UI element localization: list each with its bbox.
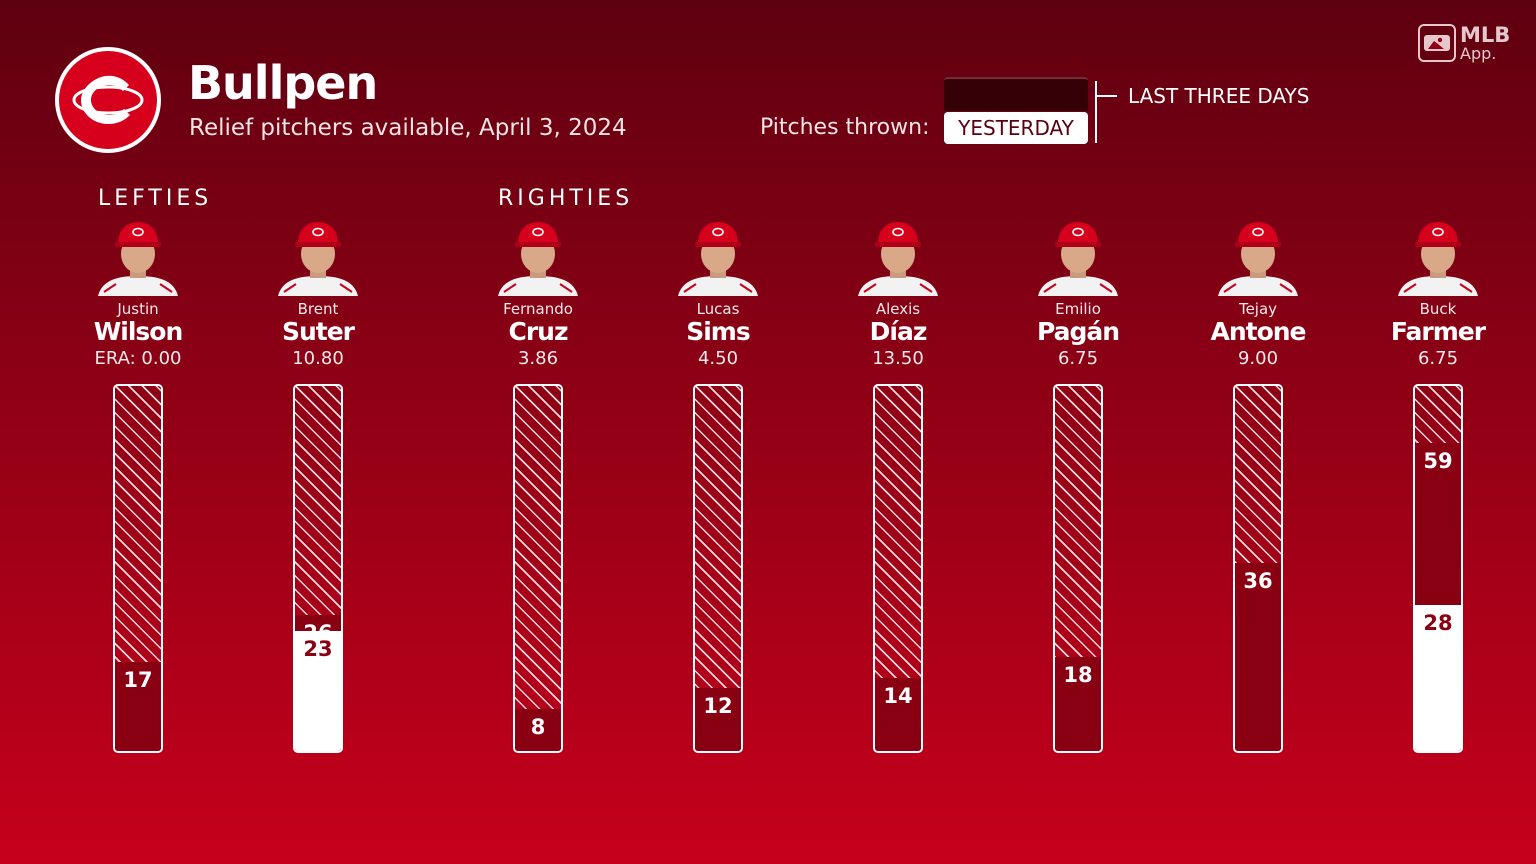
player-first-name: Fernando <box>503 300 573 318</box>
mlb-app-brand: MLB App. <box>1418 24 1510 62</box>
toggle-last-three-days-slot[interactable] <box>944 77 1088 111</box>
player-era: 9.00 <box>1237 348 1279 369</box>
bar-label-last-three-days: 17 <box>123 668 153 692</box>
brand-line-2: App. <box>1460 43 1497 63</box>
bar-segment-last-three-days <box>515 709 561 751</box>
pitches-thrown-label: Pitches thrown: <box>760 115 930 140</box>
bar-segment-last-three-days <box>1235 563 1281 751</box>
toggle-yesterday-button[interactable]: YESTERDAY <box>944 112 1088 144</box>
player-last-name: Wilson <box>93 317 184 346</box>
player-era: 6.75 <box>1057 348 1099 369</box>
player-headshot-icon <box>98 222 178 296</box>
player-last-name: Suter <box>281 317 355 346</box>
player-last-name: Díaz <box>869 317 928 346</box>
mlb-app-icon <box>1418 24 1456 62</box>
pitch-count-bar: 17 <box>113 384 163 753</box>
page-subtitle: Relief pitchers available, April 3, 2024 <box>189 115 627 141</box>
player-last-name: Cruz <box>508 317 568 346</box>
player-era: 6.75 <box>1417 348 1459 369</box>
pitch-count-bar: 28 59 <box>1413 384 1463 753</box>
pitch-count-bar: 12 <box>693 384 743 753</box>
bar-segment-last-three-days <box>115 662 161 751</box>
player-headshot-icon <box>1038 222 1118 296</box>
bar-label-last-three-days: 36 <box>1243 569 1273 593</box>
player-headshot-icon <box>278 222 358 296</box>
player-last-name: Pagán <box>1036 317 1120 346</box>
player-last-name: Farmer <box>1390 317 1486 346</box>
last-three-days-label[interactable]: LAST THREE DAYS <box>1128 84 1310 108</box>
player-last-name: Sims <box>686 317 751 346</box>
lefties-label: LEFTIES <box>98 186 213 211</box>
bar-label-last-three-days: 59 <box>1423 449 1453 473</box>
righties-label: RIGHTIES <box>498 186 634 211</box>
player-first-name: Brent <box>297 300 339 318</box>
bar-label-last-three-days: 8 <box>530 715 546 739</box>
bar-label-last-three-days: 18 <box>1063 663 1093 687</box>
player-headshot-icon <box>858 222 938 296</box>
player-era: ERA: 0.00 <box>94 348 182 369</box>
bar-segment-last-three-days <box>875 678 921 751</box>
player-first-name: Lucas <box>696 300 740 318</box>
player-headshot-icon <box>678 222 758 296</box>
bar-segment-yesterday <box>295 631 341 751</box>
player-era: 13.50 <box>872 348 924 369</box>
player-first-name: Alexis <box>875 300 921 318</box>
bar-segment-last-three-days <box>1055 657 1101 751</box>
bar-label-last-three-days: 14 <box>883 684 913 708</box>
legend-bracket-vertical <box>1095 81 1097 143</box>
pitch-count-bar: 23 26 <box>293 384 343 753</box>
bar-label-last-three-days: 12 <box>703 694 733 718</box>
team-logo <box>55 47 161 153</box>
pitch-count-bar: 8 <box>513 384 563 753</box>
player-first-name: Justin <box>117 300 159 318</box>
player-era: 3.86 <box>517 348 559 369</box>
player-era: 4.50 <box>697 348 739 369</box>
bar-segment-yesterday <box>1415 605 1461 751</box>
player-first-name: Tejay <box>1238 300 1278 318</box>
player-era: 10.80 <box>292 348 344 369</box>
bar-segment-last-three-days <box>695 688 741 751</box>
player-first-name: Emilio <box>1055 300 1101 318</box>
brand-line-1: MLB <box>1460 22 1511 47</box>
reds-c-logo-icon <box>72 75 144 124</box>
player-headshot-icon <box>1218 222 1298 296</box>
bar-label-last-three-days: 26 <box>303 621 333 645</box>
player-headshot-icon <box>498 222 578 296</box>
pitch-count-bar: 36 <box>1233 384 1283 753</box>
pitch-count-bar: 14 <box>873 384 923 753</box>
bar-label-yesterday: 28 <box>1423 611 1453 635</box>
player-first-name: Buck <box>1419 300 1457 318</box>
pitch-count-bar: 18 <box>1053 384 1103 753</box>
player-headshot-icon <box>1398 222 1478 296</box>
page-title: Bullpen <box>188 56 378 110</box>
player-last-name: Antone <box>1210 317 1306 346</box>
legend-bracket-horizontal <box>1097 95 1117 97</box>
bar-label-yesterday: 23 <box>303 637 333 661</box>
